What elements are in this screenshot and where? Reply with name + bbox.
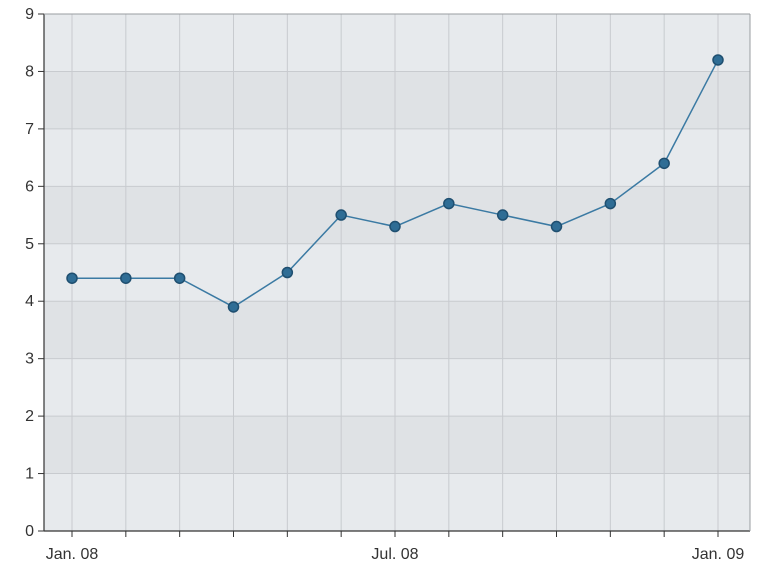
- x-axis-ticks: Jan. 08 Jul. 08 Jan. 09: [46, 531, 745, 563]
- data-point: [658, 157, 670, 170]
- axes: [43, 13, 751, 532]
- data-point: [389, 220, 401, 233]
- data-point: [173, 272, 186, 284]
- plot-background: [44, 14, 750, 531]
- data-point: [335, 209, 347, 221]
- y-axis-ticks: 0 1 2 3 4 5 6 7 8 9: [25, 6, 44, 540]
- series-group: [66, 54, 724, 313]
- plot-band: [44, 301, 750, 359]
- data-point: [712, 54, 724, 66]
- data-point: [443, 197, 455, 210]
- y-tick-label: 9: [25, 6, 34, 23]
- y-tick-label: 8: [25, 63, 34, 80]
- y-tick-label: 4: [25, 293, 34, 310]
- x-tick-label: Jan. 08: [46, 546, 99, 563]
- y-tick-label: 6: [25, 178, 34, 195]
- data-point: [496, 209, 509, 221]
- data-point: [550, 220, 563, 233]
- y-tick-label: 0: [25, 523, 34, 540]
- plot-band: [44, 71, 750, 129]
- data-point: [66, 272, 78, 284]
- plot-band: [44, 416, 750, 474]
- y-tick-label: 2: [25, 408, 34, 425]
- plot-band: [44, 186, 750, 244]
- data-point: [604, 197, 617, 210]
- y-tick-label: 1: [25, 466, 34, 483]
- y-tick-label: 7: [25, 121, 34, 138]
- y-tick-label: 3: [25, 351, 34, 368]
- data-point: [227, 301, 240, 313]
- data-point: [281, 266, 294, 279]
- x-tick-label: Jul. 08: [371, 546, 418, 563]
- y-tick-label: 5: [25, 236, 34, 253]
- data-point: [120, 272, 132, 284]
- x-tick-label: Jan. 09: [692, 546, 745, 563]
